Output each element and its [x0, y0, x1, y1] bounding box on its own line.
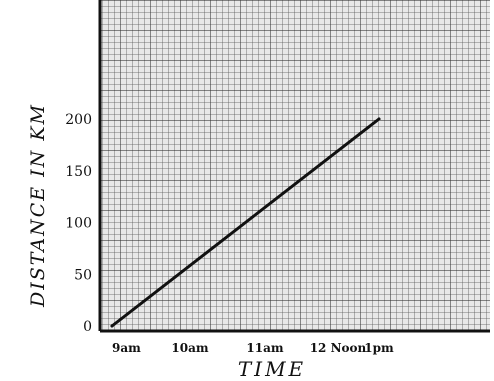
x-tick-label: 1pm: [364, 341, 394, 355]
x-tick-label: 10am: [171, 341, 208, 355]
data-point: [377, 117, 381, 121]
y-tick-labels: 0 50 100 150 200: [65, 112, 92, 335]
x-tick-label: 9am: [112, 341, 141, 355]
y-axis-label: DISTANCE IN KM: [27, 103, 49, 308]
y-tick-label: 150: [65, 164, 92, 180]
axes: [98, 0, 490, 333]
x-axis-label: TIME: [238, 357, 306, 381]
y-tick-label: 0: [83, 319, 92, 335]
plot-area: [100, 0, 490, 331]
y-tick-label: 50: [74, 267, 92, 283]
y-tick-label: 200: [65, 112, 92, 128]
major-grid: [100, 0, 490, 331]
data-point: [110, 324, 114, 328]
x-tick-label: 12 Noon: [310, 341, 367, 355]
series-line: [110, 117, 381, 328]
series-layer: [110, 117, 381, 328]
y-tick-label: 100: [65, 216, 92, 232]
x-tick-label: 11am: [246, 341, 283, 355]
